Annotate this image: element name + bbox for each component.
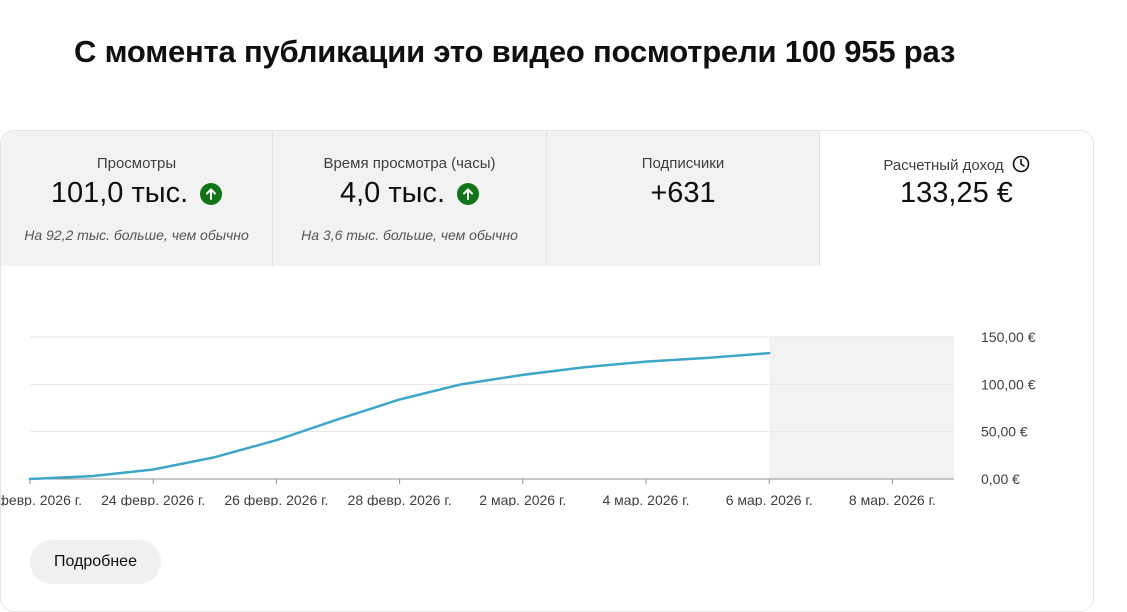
tab-views-value: 101,0 тыс. [50, 177, 189, 209]
x-tick-label: 4 мар. 2026 г. [603, 492, 690, 506]
analytics-card: Просмотры 101,0 тыс. На 92,2 тыс. больше… [0, 130, 1094, 612]
metric-tabs: Просмотры 101,0 тыс. На 92,2 тыс. больше… [1, 131, 1093, 266]
y-tick-label: 150,00 € [981, 329, 1036, 345]
clock-icon[interactable] [1012, 155, 1030, 177]
tab-revenue[interactable]: Расчетный доход 133,25 € [820, 131, 1093, 266]
tab-watch-time[interactable]: Время просмотра (часы) 4,0 тыс. На 3,6 т… [273, 131, 547, 266]
page-title: С момента публикации это видео посмотрел… [74, 34, 956, 69]
tab-views[interactable]: Просмотры 101,0 тыс. На 92,2 тыс. больше… [1, 131, 273, 266]
x-tick-label: 8 мар. 2026 г. [849, 492, 936, 506]
x-tick-label: 26 февр. 2026 г. [224, 492, 328, 506]
x-tick-label: 6 мар. 2026 г. [726, 492, 813, 506]
tab-subscribers-value: +631 [650, 177, 716, 209]
y-tick-label: 50,00 € [981, 424, 1028, 440]
revenue-line-chart: 0,00 € 50,00 € 100,00 € 150,00 € 22 февр. 20… [1, 329, 1036, 506]
more-details-button[interactable]: Подробнее [30, 540, 161, 584]
tab-revenue-label: Расчетный доход [883, 157, 1004, 174]
tab-watch-time-label: Время просмотра (часы) [323, 155, 496, 172]
tab-watch-time-value-row: 4,0 тыс. [273, 177, 546, 210]
x-tick-label: 24 февр. 2026 г. [101, 492, 205, 506]
tab-views-note: На 92,2 тыс. больше, чем обычно [24, 227, 249, 243]
tab-subscribers[interactable]: Подписчики +631 [547, 131, 820, 266]
tab-revenue-value-row: 133,25 € [820, 177, 1093, 210]
future-period-band [769, 337, 954, 479]
tab-subscribers-value-row: +631 [547, 177, 819, 210]
tab-views-value-row: 101,0 тыс. [1, 177, 272, 210]
series-line [28, 351, 771, 481]
x-tick-label: 22 февр. 2026 г. [1, 492, 82, 506]
tab-watch-time-note: На 3,6 тыс. больше, чем обычно [301, 227, 518, 243]
arrow-up-icon [200, 182, 223, 205]
tab-revenue-value: 133,25 € [900, 177, 1013, 209]
y-tick-label: 100,00 € [981, 376, 1036, 392]
arrow-up-icon [457, 182, 480, 205]
y-tick-label: 0,00 € [981, 471, 1020, 487]
tab-revenue-label-row: Расчетный доход [820, 155, 1093, 177]
x-tick-label: 2 мар. 2026 г. [479, 492, 566, 506]
tab-subscribers-label: Подписчики [641, 155, 725, 172]
tab-watch-time-value: 4,0 тыс. [339, 177, 446, 209]
x-tick-label: 28 февр. 2026 г. [348, 492, 452, 506]
tab-views-label: Просмотры [96, 155, 177, 172]
